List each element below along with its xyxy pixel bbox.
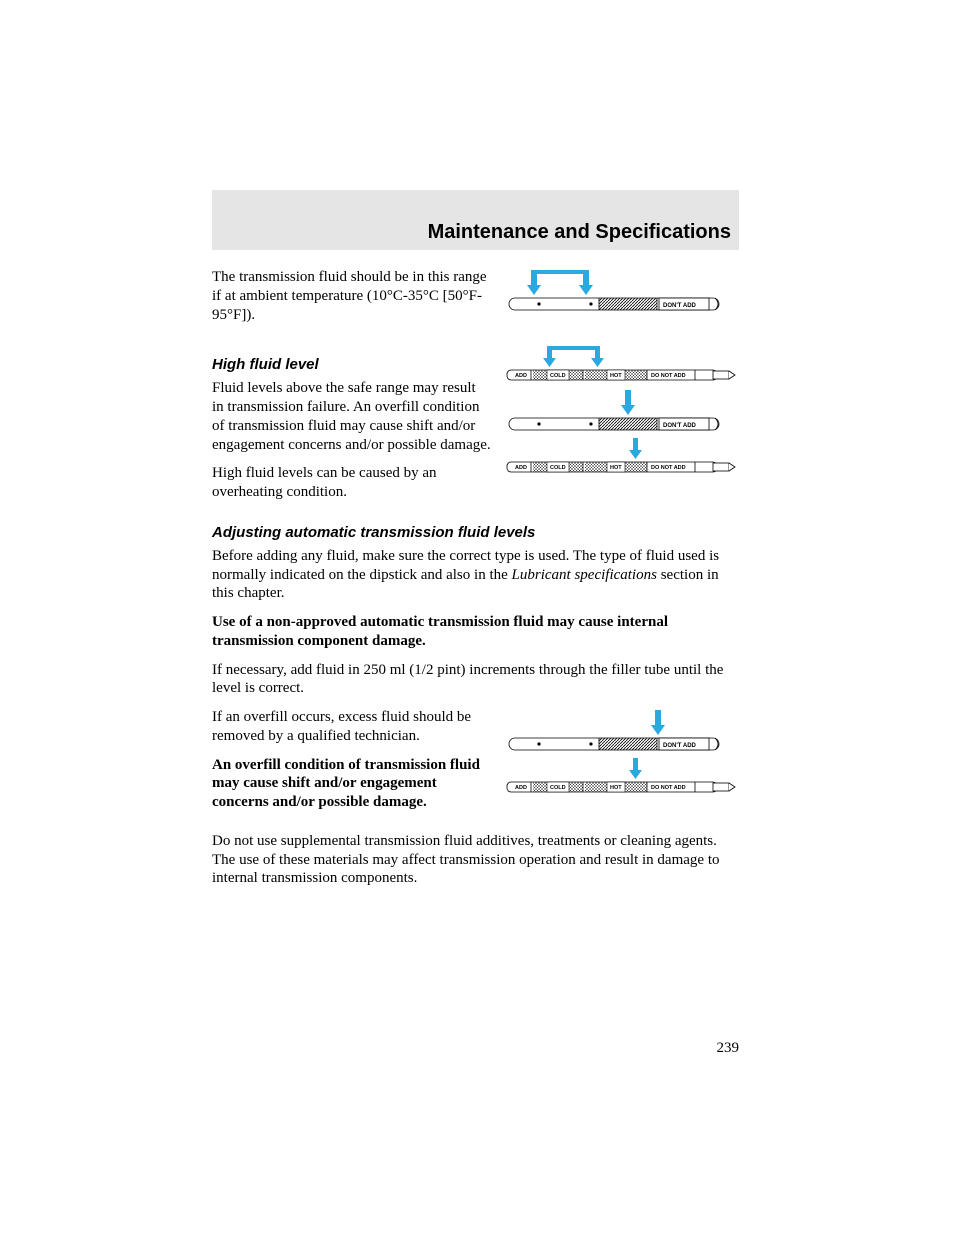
header-band: Maintenance and Specifications (212, 190, 739, 250)
additives-warning: Do not use supplemental transmission flu… (212, 832, 739, 888)
overfill-p1: If an overfill occurs, excess fluid shou… (212, 708, 491, 746)
dipstick-figure-2: ADD COLD HOT DO NOT ADD (503, 344, 739, 388)
page-title: Maintenance and Specifications (428, 221, 731, 244)
add-label: ADD (515, 785, 527, 791)
high-fluid-p1: Fluid levels above the safe range may re… (212, 379, 491, 454)
high-fluid-heading: High fluid level (212, 356, 491, 373)
dipstick-figure-3: DON'T ADD (503, 388, 739, 436)
do-not-add-label: DO NOT ADD (651, 465, 686, 471)
dipstick-figure-1: DON'T ADD (503, 268, 739, 334)
dont-add-label: DON'T ADD (663, 303, 697, 309)
cold-label: COLD (550, 465, 566, 471)
add-label: ADD (515, 373, 527, 379)
dont-add-label: DON'T ADD (663, 423, 697, 429)
hot-label: HOT (610, 785, 622, 791)
intro-paragraph: The transmission fluid should be in this… (212, 268, 491, 324)
dipstick-figure-5: DON'T ADD (503, 708, 739, 756)
dipstick-figure-4: ADD COLD HOT DO NOT ADD (503, 436, 739, 480)
cold-label: COLD (550, 373, 566, 379)
do-not-add-label: DO NOT ADD (651, 373, 686, 379)
page-number: 239 (717, 1040, 740, 1057)
do-not-add-label: DO NOT ADD (651, 785, 686, 791)
cold-label: COLD (550, 785, 566, 791)
adjusting-p2: If necessary, add fluid in 250 ml (1/2 p… (212, 661, 739, 699)
adjusting-p1: Before adding any fluid, make sure the c… (212, 547, 739, 603)
overfill-warning: An overfill condition of transmission fl… (212, 756, 491, 812)
adjusting-heading: Adjusting automatic transmission fluid l… (212, 524, 739, 541)
hot-label: HOT (610, 465, 622, 471)
adjusting-warning-1: Use of a non-approved automatic transmis… (212, 613, 739, 651)
dipstick-figure-6: ADD COLD HOT DO NOT ADD (503, 756, 739, 800)
high-fluid-p2: High fluid levels can be caused by an ov… (212, 464, 491, 502)
dont-add-label: DON'T ADD (663, 743, 697, 749)
add-label: ADD (515, 465, 527, 471)
hot-label: HOT (610, 373, 622, 379)
